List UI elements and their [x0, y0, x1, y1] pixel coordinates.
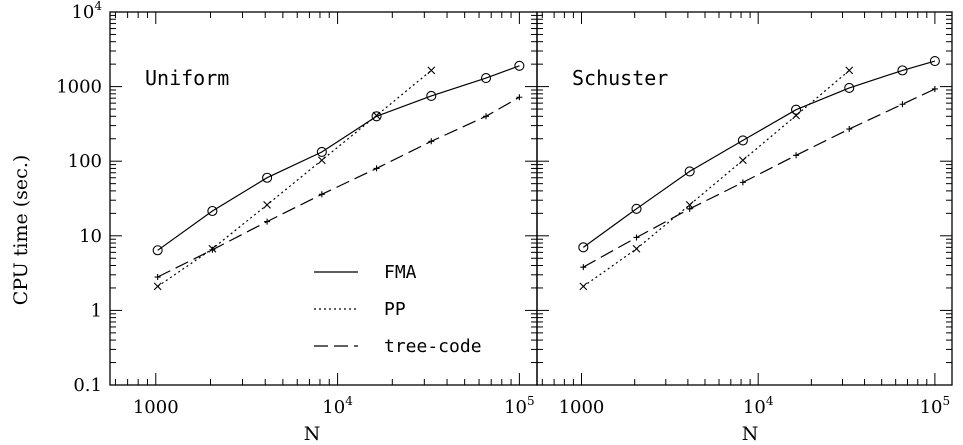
y-tick-label: 104: [71, 0, 102, 23]
x-tick-label: 105: [504, 394, 535, 418]
panel-title: Uniform: [145, 66, 229, 90]
series-line-tree-code: [157, 96, 520, 278]
x-tick-label: 104: [322, 394, 353, 418]
data-point: [632, 244, 641, 253]
data-point: [428, 138, 435, 145]
data-point: [154, 274, 161, 281]
data-point: [791, 104, 802, 115]
y-tick-label: 1000: [56, 77, 102, 98]
legend-label-FMA: FMA: [384, 262, 417, 283]
y-axis-label: CPU time (sec.): [10, 155, 32, 306]
data-point: [578, 242, 589, 253]
y-tick-label: 100: [68, 151, 102, 172]
data-point: [737, 135, 748, 146]
data-point: [633, 234, 640, 241]
series-layer: [152, 56, 940, 291]
plot-frame-2: [536, 11, 953, 386]
y-tick-label: 0.1: [73, 375, 102, 396]
data-point: [929, 56, 940, 67]
data-point: [427, 66, 436, 75]
x-tick-label: 104: [743, 394, 774, 418]
axes-layer: 1000 104 105 0.1 1 10 100 1000 104 Uniform 1000 104…: [56, 0, 953, 418]
data-point: [686, 205, 693, 212]
data-point: [373, 165, 380, 172]
series-line-PP: [582, 69, 850, 287]
data-point: [207, 205, 218, 217]
data-point: [897, 65, 908, 76]
data-point: [426, 90, 437, 101]
data-point: [844, 82, 855, 93]
y-tick-label: 1: [91, 300, 102, 321]
legend-label-PP: PP: [384, 299, 406, 320]
data-point: [738, 156, 747, 165]
series-line-FMA: [157, 65, 520, 251]
data-point: [899, 101, 906, 108]
data-point: [371, 111, 382, 122]
data-point: [209, 246, 216, 253]
data-point: [846, 126, 853, 133]
data-point: [483, 113, 490, 120]
data-point: [516, 94, 523, 101]
data-point: [931, 85, 938, 92]
panel-title: Schuster: [572, 66, 668, 90]
series-line-PP: [157, 69, 432, 287]
data-point: [316, 146, 327, 158]
data-point: [153, 282, 162, 291]
legend-label-tree-code: tree-code: [384, 336, 482, 357]
x-axis-label-left: N: [304, 423, 321, 445]
y-tick-label: 10: [79, 226, 102, 247]
data-point: [580, 264, 587, 271]
data-point: [793, 152, 800, 159]
x-axis-label-right: N: [742, 423, 759, 445]
x-tick-label: 1000: [133, 397, 179, 418]
data-point: [262, 172, 273, 183]
x-tick-label: 1000: [559, 397, 605, 418]
series-line-tree-code: [583, 88, 936, 268]
data-point: [792, 111, 800, 120]
data-point: [684, 166, 695, 177]
data-point: [318, 191, 325, 198]
x-tick-label: 105: [920, 394, 951, 418]
legend-layer: FMA PP tree-code: [314, 262, 482, 357]
series-line-FMA: [582, 60, 936, 248]
data-point: [152, 245, 163, 256]
data-point: [514, 60, 525, 71]
data-point: [739, 179, 746, 186]
data-point: [631, 203, 642, 214]
data-point: [317, 156, 326, 165]
data-point: [480, 73, 492, 84]
data-point: [264, 218, 271, 225]
data-point: [579, 282, 588, 291]
data-point: [372, 111, 381, 120]
data-point: [263, 200, 271, 209]
data-point: [845, 66, 854, 75]
